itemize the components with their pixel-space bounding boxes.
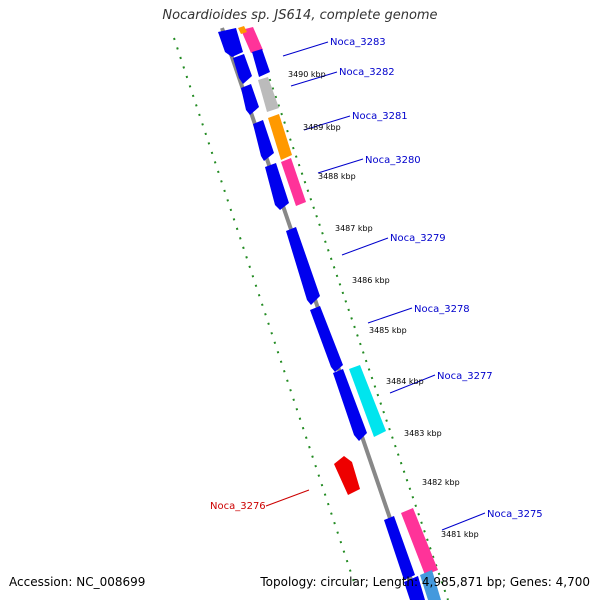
gene-segment[interactable] — [253, 120, 274, 161]
kbp-label: 3485 kbp — [369, 326, 407, 335]
gene-segment[interactable] — [238, 26, 247, 34]
gene-label-noca-3278[interactable]: Noca_3278 — [414, 304, 470, 315]
gene-labels: Noca_3283 Noca_3282 Noca_3281 Noca_3280 … — [210, 37, 543, 520]
gene-segment[interactable] — [265, 163, 289, 210]
kbp-labels: 3490 kbp 3489 kbp 3488 kbp 3487 kbp 3486… — [288, 70, 479, 539]
gene-label-noca-3277[interactable]: Noca_3277 — [437, 371, 493, 382]
kbp-label: 3483 kbp — [404, 429, 442, 438]
gene-segment[interactable] — [281, 158, 306, 206]
map-title: Nocardioides sp. JS614, complete genome — [162, 8, 438, 23]
kbp-label: 3481 kbp — [441, 530, 479, 539]
gene-segment[interactable] — [349, 365, 386, 437]
gene-segment[interactable] — [334, 456, 360, 495]
gc-track-line — [173, 37, 356, 586]
kbp-label: 3484 kbp — [386, 377, 424, 386]
gene-segment[interactable] — [310, 306, 343, 372]
gene-segment[interactable] — [241, 27, 263, 53]
gene-segment[interactable] — [252, 49, 270, 77]
gene-label-noca-3276[interactable]: Noca_3276 — [210, 501, 266, 512]
accession-text: Accession: NC_008699 — [9, 575, 146, 589]
gene-label-noca-3280[interactable]: Noca_3280 — [365, 155, 421, 166]
genome-summary-text: Topology: circular; Length: 4,985,871 bp… — [260, 575, 590, 589]
gene-segment[interactable] — [241, 84, 259, 115]
kbp-label: 3489 kbp — [303, 123, 341, 132]
gene-segment[interactable] — [404, 576, 425, 600]
gene-segment[interactable] — [268, 114, 292, 160]
kbp-label: 3486 kbp — [352, 276, 390, 285]
gene-segment[interactable] — [384, 516, 415, 580]
kbp-label: 3482 kbp — [422, 478, 460, 487]
gene-segment[interactable] — [218, 28, 243, 57]
kbp-label: 3490 kbp — [288, 70, 326, 79]
kbp-scale-line — [257, 44, 449, 600]
gene-segment[interactable] — [420, 570, 441, 600]
kbp-label: 3488 kbp — [318, 172, 356, 181]
gene-label-noca-3275[interactable]: Noca_3275 — [487, 509, 543, 520]
gene-label-noca-3279[interactable]: Noca_3279 — [390, 233, 446, 244]
gene-segment[interactable] — [401, 508, 438, 575]
gene-segment[interactable] — [333, 369, 367, 441]
gene-segment[interactable] — [233, 54, 252, 84]
gene-label-noca-3281[interactable]: Noca_3281 — [352, 111, 408, 122]
gene-label-noca-3283[interactable]: Noca_3283 — [330, 37, 386, 48]
gene-label-noca-3282[interactable]: Noca_3282 — [339, 67, 395, 78]
gene-segment[interactable] — [286, 227, 320, 305]
gene-features — [218, 26, 441, 600]
leader-lines — [265, 41, 486, 531]
kbp-label: 3487 kbp — [335, 224, 373, 233]
gene-segment[interactable] — [258, 77, 279, 112]
